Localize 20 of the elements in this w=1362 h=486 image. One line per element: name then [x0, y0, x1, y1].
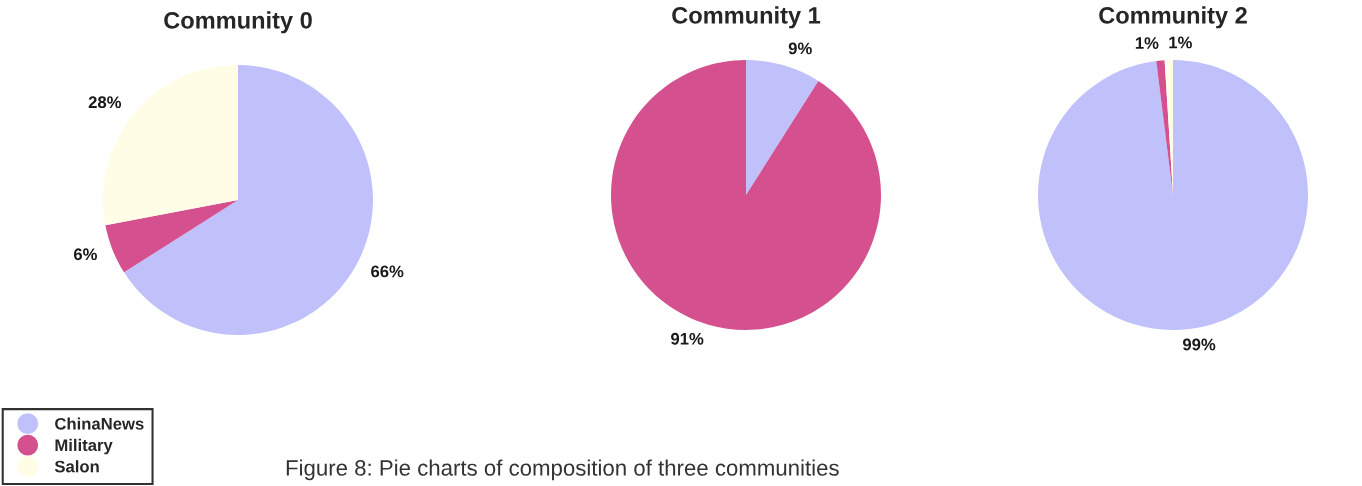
data-label: 99%: [1182, 338, 1216, 351]
chart-title: Community 0: [164, 11, 312, 34]
chart-title: Community 1: [672, 6, 821, 29]
data-label: 1%: [1135, 37, 1159, 49]
data-label: 28%: [88, 96, 122, 109]
data-label: 1%: [1169, 36, 1192, 49]
legend-label: Salon: [54, 460, 99, 473]
pie-slice: [1038, 60, 1308, 330]
data-label: 9%: [788, 42, 812, 55]
chart-title: Community 2: [1099, 6, 1247, 29]
caption: Figure 8: Pie charts of composition of three communities: [286, 459, 839, 481]
pie-slice: [105, 200, 238, 273]
pie-slice: [611, 60, 881, 330]
data-label: 91%: [671, 332, 704, 345]
data-label: 6%: [73, 248, 97, 261]
pie-slice: [746, 60, 819, 195]
data-label: 66%: [371, 265, 404, 278]
pie-slice: [124, 65, 373, 335]
legend-label: ChinaNews: [55, 417, 144, 430]
legend-label: Military: [55, 438, 113, 455]
